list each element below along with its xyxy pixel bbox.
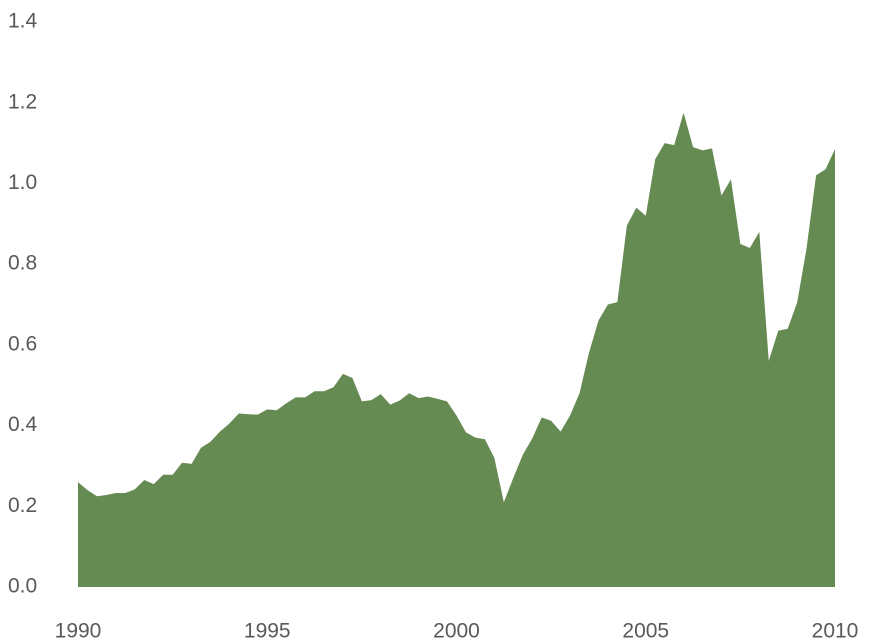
x-tick-label: 1995 bbox=[244, 620, 291, 643]
y-tick-label: 0.0 bbox=[8, 575, 37, 598]
x-tick-label: 2010 bbox=[812, 620, 859, 643]
y-tick-label: 1.2 bbox=[8, 90, 37, 113]
y-tick-label: 1.0 bbox=[8, 171, 37, 194]
y-tick-label: 0.8 bbox=[8, 252, 37, 275]
y-tick-label: 1.4 bbox=[8, 10, 38, 33]
x-tick-label: 2005 bbox=[622, 620, 669, 643]
x-tick-label: 1990 bbox=[55, 620, 102, 643]
area bbox=[78, 112, 835, 587]
y-tick-label: 0.2 bbox=[8, 494, 37, 517]
y-tick-label: 0.6 bbox=[8, 332, 37, 355]
x-tick-label: 2000 bbox=[433, 620, 480, 643]
y-tick-label: 0.4 bbox=[8, 413, 38, 436]
